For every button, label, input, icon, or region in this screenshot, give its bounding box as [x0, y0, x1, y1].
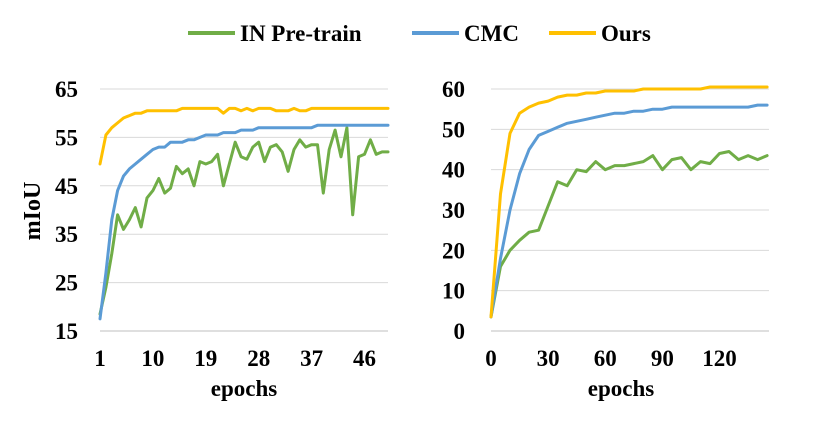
legend-label-in-pretrain: IN Pre-train: [240, 21, 362, 46]
y-tick-label-left-55: 55: [55, 125, 78, 150]
y-tick-label-left-35: 35: [55, 222, 78, 247]
series-line-right-cmc: [489, 103, 769, 319]
x-tick-label-left-1: 1: [94, 346, 106, 371]
x-tick-label-right-30: 30: [537, 346, 560, 371]
y-tick-label-right-10: 10: [442, 279, 465, 304]
chart-right: 0 10 20 30 40 50 60 0 30 60 90 120: [442, 77, 769, 371]
y-tick-label-right-0: 0: [454, 319, 466, 344]
x-tick-label-left-37: 37: [300, 346, 323, 371]
y-tick-label-right-50: 50: [442, 117, 465, 142]
y-axis-label-left: mIoU: [20, 182, 46, 241]
x-axis-label-left: epochs: [211, 376, 278, 401]
legend-label-ours: Ours: [601, 21, 651, 46]
y-tick-label-left-45: 45: [55, 174, 78, 199]
x-tick-label-right-0: 0: [485, 346, 497, 371]
x-tick-label-right-120: 120: [702, 346, 737, 371]
series-line-left-in-pre-train: [98, 126, 390, 316]
x-tick-label-left-19: 19: [194, 346, 217, 371]
legend-label-cmc: CMC: [464, 21, 519, 46]
series-line-right-in-pre-train: [489, 150, 769, 319]
series-line-left-cmc: [98, 123, 390, 321]
x-axis-label-right: epochs: [588, 376, 655, 401]
x-tick-label-left-10: 10: [141, 346, 164, 371]
series-line-left-ours: [98, 106, 390, 166]
x-tick-label-right-60: 60: [594, 346, 617, 371]
legend-item-ours: Ours: [549, 21, 651, 46]
legend-item-cmc: CMC: [412, 21, 519, 46]
y-tick-label-right-20: 20: [442, 238, 465, 263]
y-tick-label-right-60: 60: [442, 77, 465, 102]
x-tick-label-left-46: 46: [353, 346, 376, 371]
series-line-right-ours: [489, 85, 769, 319]
legend: IN Pre-train CMC Ours: [188, 21, 651, 46]
x-tick-label-right-90: 90: [651, 346, 674, 371]
y-tick-label-left-65: 65: [55, 77, 78, 102]
y-tick-label-right-30: 30: [442, 198, 465, 223]
legend-item-in-pretrain: IN Pre-train: [188, 21, 362, 46]
y-tick-label-left-15: 15: [55, 319, 78, 344]
x-tick-label-left-28: 28: [247, 346, 270, 371]
y-tick-label-right-40: 40: [442, 158, 465, 183]
y-tick-label-left-25: 25: [55, 271, 78, 296]
chart-left: 15 25 35 45 55 65 1 10 19 28 37 46: [55, 77, 390, 371]
